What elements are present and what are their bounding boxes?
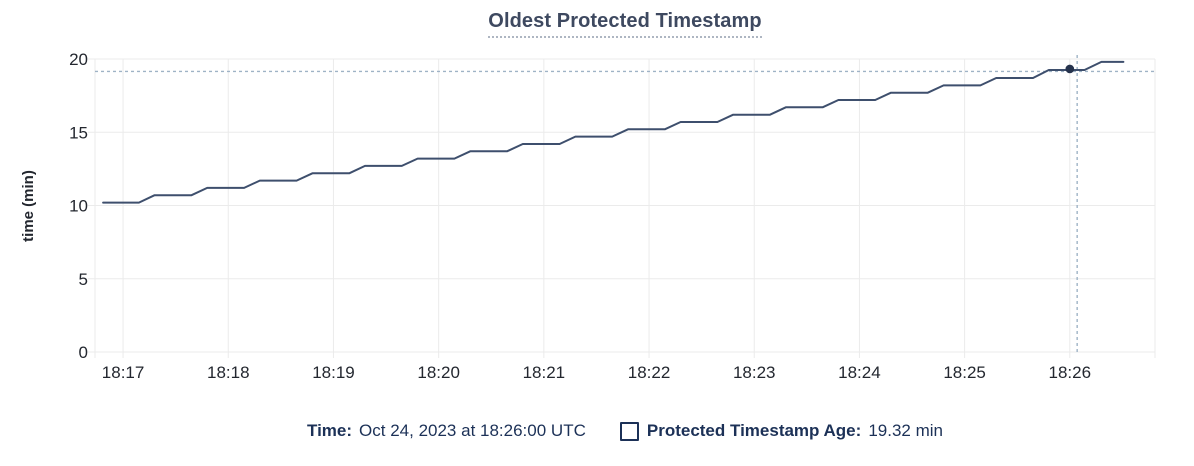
x-tick-label: 18:19 [312, 363, 355, 382]
series-line-protected-timestamp-age [102, 60, 1125, 204]
hover-legend: Time: Oct 24, 2023 at 18:26:00 UTC Prote… [95, 421, 1155, 441]
y-tick-label: 10 [69, 197, 88, 216]
x-tick-label: 18:17 [102, 363, 145, 382]
x-tick-label: 18:22 [628, 363, 671, 382]
x-tick-label: 18:26 [1049, 363, 1092, 382]
timeseries-plot-area[interactable]: 0 5 10 15 20 18:17 18:18 18:19 18:20 18:21 18:22 18… [0, 0, 1194, 410]
hovered-data-point-dot[interactable] [1065, 64, 1075, 74]
y-tick-label: 5 [79, 270, 88, 289]
y-axis-label: time (min) [20, 170, 37, 242]
legend-series-label: Protected Timestamp Age: [646, 421, 862, 440]
series-toggle-checkbox-icon[interactable] [619, 421, 639, 441]
legend-time-label: Time: [307, 421, 353, 440]
chart-header: Oldest Protected Timestamp [95, 10, 1155, 38]
y-tick-label: 0 [79, 343, 88, 362]
chart-title[interactable]: Oldest Protected Timestamp [488, 10, 762, 38]
x-tick-label: 18:23 [733, 363, 776, 382]
x-tick-label: 18:24 [838, 363, 881, 382]
y-tick-label: 20 [69, 50, 88, 69]
legend-series-value: 19.32 min [868, 421, 943, 440]
y-tick-label: 15 [69, 123, 88, 142]
legend-series-entry: Protected Timestamp Age: 19.32 min [619, 421, 943, 441]
x-tick-label: 18:20 [417, 363, 460, 382]
x-tick-label: 18:25 [943, 363, 986, 382]
x-tick-label: 18:18 [207, 363, 250, 382]
x-tick-label: 18:21 [523, 363, 566, 382]
legend-time-value: Oct 24, 2023 at 18:26:00 UTC [359, 421, 586, 440]
